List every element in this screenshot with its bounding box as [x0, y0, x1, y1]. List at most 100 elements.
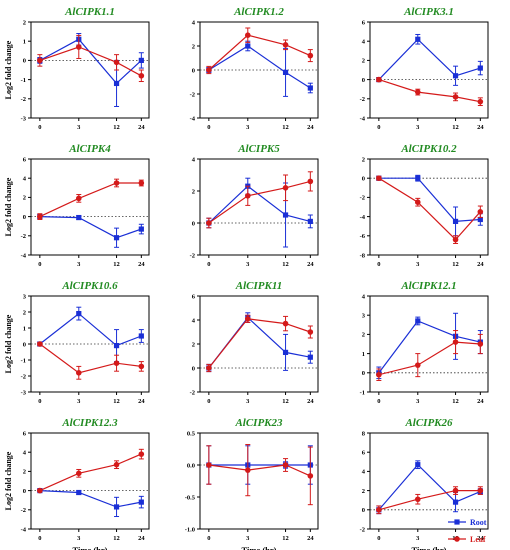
panel-title: AlCIPK1.2 — [233, 6, 284, 18]
leaf-point — [376, 76, 382, 83]
x-tick-label: 12 — [452, 124, 459, 131]
leaf-point — [414, 496, 421, 503]
root-point — [113, 504, 120, 510]
leaf-series — [376, 175, 484, 244]
y-tick-label: -2 — [190, 252, 195, 259]
plot-frame — [369, 21, 489, 119]
leaf-point — [282, 320, 289, 327]
y-tick-label: 2 — [362, 58, 365, 65]
root-point — [113, 343, 120, 349]
leaf-series — [37, 178, 145, 220]
y-tick-label: 3 — [23, 293, 27, 300]
root-series-line — [378, 463, 481, 511]
root-point — [307, 218, 313, 224]
leaf-point — [113, 180, 120, 186]
leaf-point — [307, 52, 314, 59]
x-tick-label: 0 — [207, 398, 210, 405]
leaf-point — [376, 371, 382, 378]
x-tick-label: 3 — [77, 261, 81, 268]
plot-frame — [199, 158, 319, 256]
panel-title: AlCIPK1.1 — [64, 6, 115, 18]
y-tick-label: 3 — [362, 313, 366, 320]
x-tick-label: 0 — [38, 261, 41, 268]
panel-title: AlCIPK12.1 — [400, 280, 456, 292]
leaf-series-line — [378, 341, 481, 376]
y-tick-label: 0 — [192, 220, 195, 227]
y-tick-label: 2 — [362, 488, 365, 495]
y-tick-label: -2 — [190, 389, 195, 396]
root-series — [37, 214, 144, 248]
leaf-point — [206, 365, 212, 371]
leaf-point — [37, 57, 43, 64]
plot-frame — [369, 295, 489, 393]
root-point — [452, 499, 459, 505]
root-point — [138, 499, 144, 505]
root-point — [76, 214, 82, 221]
x-tick-label: 3 — [416, 124, 420, 131]
root-point — [245, 43, 251, 49]
y-tick-label: 6 — [192, 293, 196, 300]
y-tick-label: 2 — [23, 195, 26, 202]
leaf-point — [75, 370, 82, 376]
root-point — [307, 85, 313, 91]
y-tick-label: 0 — [23, 488, 26, 495]
x-tick-label: 12 — [282, 261, 289, 268]
y-tick-label: -2 — [360, 526, 365, 533]
root-point — [76, 489, 82, 496]
root-point — [452, 218, 459, 224]
y-tick-label: 6 — [23, 156, 27, 163]
root-series — [376, 33, 483, 86]
leaf-point — [75, 470, 82, 477]
y-tick-label: 2 — [192, 188, 195, 195]
x-tick-label: 0 — [38, 124, 41, 131]
x-tick-label: 12 — [452, 398, 459, 405]
panel-title: AlCIPK26 — [404, 417, 453, 429]
y-tick-label: 4 — [192, 156, 196, 163]
root-point — [113, 235, 120, 241]
y-tick-label: 4 — [192, 19, 196, 26]
leaf-series-line — [378, 490, 481, 511]
y-tick-label: -1 — [21, 77, 26, 84]
y-tick-label: -4 — [21, 252, 27, 259]
y-tick-label: 2 — [192, 341, 195, 348]
plot-frame — [199, 295, 319, 393]
leaf-point — [206, 220, 212, 226]
leaf-point — [414, 362, 421, 368]
x-tick-label: 3 — [77, 124, 81, 131]
root-point — [138, 57, 144, 63]
leaf-series — [376, 330, 484, 381]
x-tick-label: 0 — [207, 261, 210, 268]
panel-title: AlCIPK3.1 — [403, 6, 454, 18]
y-tick-label: 4 — [23, 176, 27, 183]
x-tick-label: 3 — [416, 535, 420, 542]
y-tick-label: 6 — [362, 19, 366, 26]
x-axis-label: Time (hr) — [411, 545, 446, 550]
y-axis-label: Log2 fold change — [4, 314, 13, 373]
root-series-line — [378, 38, 481, 81]
leaf-point — [138, 451, 145, 457]
y-tick-label: 0 — [23, 58, 26, 65]
leaf-series — [37, 448, 145, 494]
leaf-point — [307, 329, 314, 335]
leaf-point — [113, 360, 120, 367]
root-series — [206, 312, 313, 373]
leaf-series-line — [39, 182, 142, 218]
leaf-point — [138, 180, 145, 186]
plot-frame — [30, 158, 150, 256]
root-point — [477, 65, 483, 71]
leaf-series-line — [39, 453, 142, 492]
leaf-point — [244, 467, 251, 473]
legend-leaf-marker — [454, 536, 460, 542]
plot-frame — [369, 432, 489, 530]
root-point — [415, 36, 421, 42]
leaf-point — [244, 193, 251, 199]
leaf-point — [477, 209, 484, 215]
y-tick-label: -1 — [360, 389, 365, 396]
root-point — [138, 226, 144, 232]
root-point — [415, 318, 421, 324]
y-tick-label: -4 — [190, 115, 196, 122]
root-series-line — [39, 38, 142, 85]
